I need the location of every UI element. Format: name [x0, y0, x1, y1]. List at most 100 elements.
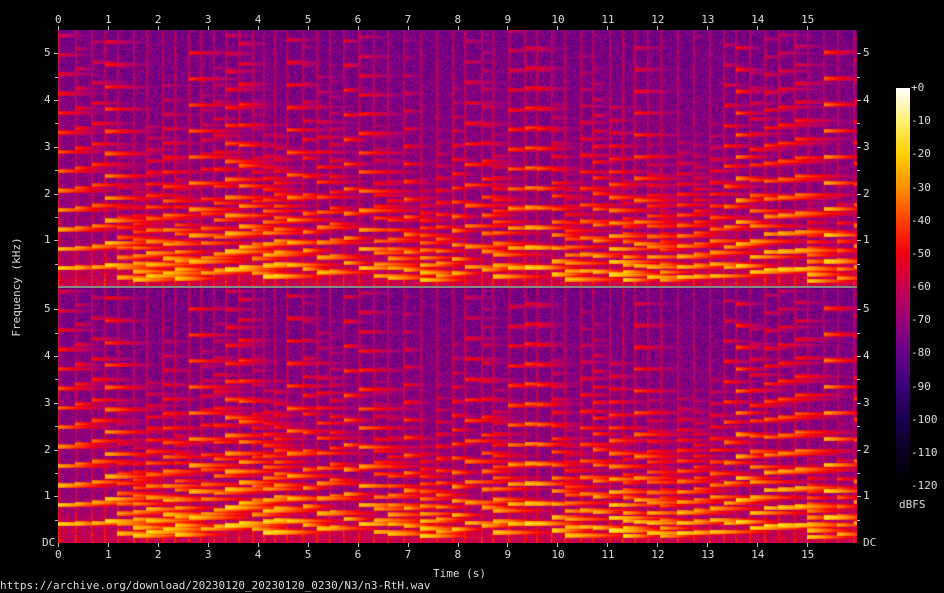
x-tick-label-top: 2 [154, 13, 162, 26]
y-minor-tick [55, 170, 58, 172]
x-tick [507, 26, 509, 30]
source-url: https://archive.org/download/20230120_20… [0, 579, 431, 592]
colorbar-tick-label: -20 [911, 147, 931, 161]
x-tick-label-bottom: 10 [551, 548, 565, 561]
y-minor-tick [55, 379, 58, 381]
y-minor-tick [857, 216, 860, 218]
y-minor-tick [857, 379, 860, 381]
y-axis-label: Frequency (kHz) [10, 237, 23, 337]
y-tick [857, 240, 861, 242]
y-minor-tick [857, 472, 860, 474]
x-tick-label-top: 8 [454, 13, 462, 26]
y-tick [54, 309, 58, 311]
y-minor-tick [857, 263, 860, 265]
x-tick-label-bottom: 2 [154, 548, 162, 561]
y-tick-label-left: 4 [44, 93, 51, 107]
y-tick-label-right: 3 [863, 395, 870, 409]
x-tick [807, 543, 809, 547]
x-tick-label-bottom: 4 [254, 548, 262, 561]
x-tick-label-top: 4 [254, 13, 262, 26]
y-minor-tick [55, 332, 58, 334]
y-minor-tick [55, 123, 58, 125]
y-tick-label-left: 4 [44, 349, 51, 363]
colorbar-tick-label: +0 [911, 81, 925, 94]
y-tick-label-right: 5 [863, 46, 870, 60]
y-tick-label-left: 2 [44, 186, 51, 200]
x-tick-label-bottom: 11 [601, 548, 615, 561]
y-minor-tick [857, 123, 860, 125]
x-tick [107, 543, 109, 547]
y-tick [54, 356, 58, 358]
y-origin-label-left: DC [42, 536, 56, 549]
colorbar-tick-label: -110 [911, 445, 938, 459]
y-tick [857, 146, 861, 148]
colorbar-tick-label: -80 [911, 346, 931, 360]
y-minor-tick [55, 263, 58, 265]
y-tick-label-right: 5 [863, 302, 870, 316]
colorbar-tick-label: -120 [911, 479, 938, 492]
y-tick-label-right: 2 [863, 186, 870, 200]
x-tick-label-bottom: 3 [204, 548, 212, 561]
y-minor-tick [857, 426, 860, 428]
x-tick-label-top: 10 [551, 13, 565, 26]
x-tick-label-bottom: 0 [55, 548, 62, 561]
x-tick [407, 543, 409, 547]
x-tick [507, 543, 509, 547]
x-tick-label-top: 3 [204, 13, 212, 26]
y-tick [857, 193, 861, 195]
x-tick [58, 543, 59, 547]
x-tick-label-bottom: 5 [304, 548, 312, 561]
x-tick [107, 26, 109, 30]
colorbar-tick-label: -70 [911, 313, 931, 327]
y-tick-label-left: 3 [44, 139, 51, 153]
x-tick [207, 543, 209, 547]
channel-divider [58, 286, 857, 288]
x-tick-label-top: 14 [751, 13, 765, 26]
x-tick-label-bottom: 14 [751, 548, 765, 561]
x-tick [257, 543, 259, 547]
colorbar [896, 88, 910, 486]
y-tick-label-left: 1 [44, 233, 51, 247]
y-tick [857, 356, 861, 358]
y-tick-label-left: 3 [44, 395, 51, 409]
colorbar-tick-label: -30 [911, 180, 931, 194]
x-tick [457, 543, 459, 547]
x-tick [157, 543, 159, 547]
y-origin-label-right: DC [863, 536, 877, 549]
x-tick [657, 26, 659, 30]
x-tick-label-bottom: 1 [104, 548, 112, 561]
x-tick [757, 26, 759, 30]
y-minor-tick [55, 472, 58, 474]
y-tick-label-right: 4 [863, 93, 870, 107]
colorbar-tick-label: -50 [911, 246, 931, 260]
x-tick-label-bottom: 8 [454, 548, 462, 561]
y-tick-label-right: 1 [863, 233, 870, 247]
y-minor-tick [857, 170, 860, 172]
x-tick [457, 26, 459, 30]
y-tick [54, 240, 58, 242]
y-tick-label-right: 1 [863, 489, 870, 503]
y-tick [54, 100, 58, 102]
x-tick [207, 26, 209, 30]
y-tick [857, 53, 861, 55]
x-tick [407, 26, 409, 30]
colorbar-tick-label: -60 [911, 280, 931, 293]
y-tick-label-left: 5 [44, 302, 51, 316]
x-tick-label-top: 11 [601, 13, 615, 26]
x-tick-label-top: 15 [801, 13, 815, 26]
x-tick [557, 26, 559, 30]
x-tick-label-top: 0 [55, 13, 62, 26]
y-tick [54, 449, 58, 451]
x-tick-label-top: 1 [104, 13, 112, 26]
x-tick-label-bottom: 7 [404, 548, 412, 561]
x-tick-label-bottom: 12 [651, 548, 665, 561]
x-tick-label-bottom: 9 [504, 548, 512, 561]
y-tick-label-left: 5 [44, 46, 51, 60]
x-tick [307, 543, 309, 547]
x-tick [357, 26, 359, 30]
y-minor-tick [55, 426, 58, 428]
y-tick [54, 146, 58, 148]
x-tick-label-top: 13 [701, 13, 715, 26]
y-tick [857, 402, 861, 404]
x-tick-label-top: 12 [651, 13, 665, 26]
